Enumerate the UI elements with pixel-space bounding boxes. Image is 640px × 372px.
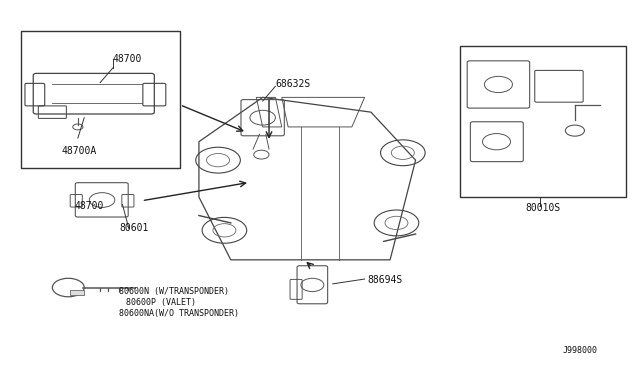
Bar xyxy=(20,31,180,167)
Text: 80600P (VALET): 80600P (VALET) xyxy=(125,298,196,307)
Text: 80600NA(W/O TRANSPONDER): 80600NA(W/O TRANSPONDER) xyxy=(119,309,239,318)
Text: 80600N (W/TRANSPONDER): 80600N (W/TRANSPONDER) xyxy=(119,287,229,296)
Text: 48700A: 48700A xyxy=(62,146,97,156)
Text: 68632S: 68632S xyxy=(275,80,310,89)
Text: 88694S: 88694S xyxy=(368,275,403,285)
Text: 80010S: 80010S xyxy=(525,203,561,213)
Text: 80601: 80601 xyxy=(119,224,148,234)
Bar xyxy=(460,46,626,197)
Bar xyxy=(70,291,84,295)
Text: 48700: 48700 xyxy=(75,201,104,211)
Text: J998000: J998000 xyxy=(562,346,597,355)
Text: 48700: 48700 xyxy=(113,54,142,64)
